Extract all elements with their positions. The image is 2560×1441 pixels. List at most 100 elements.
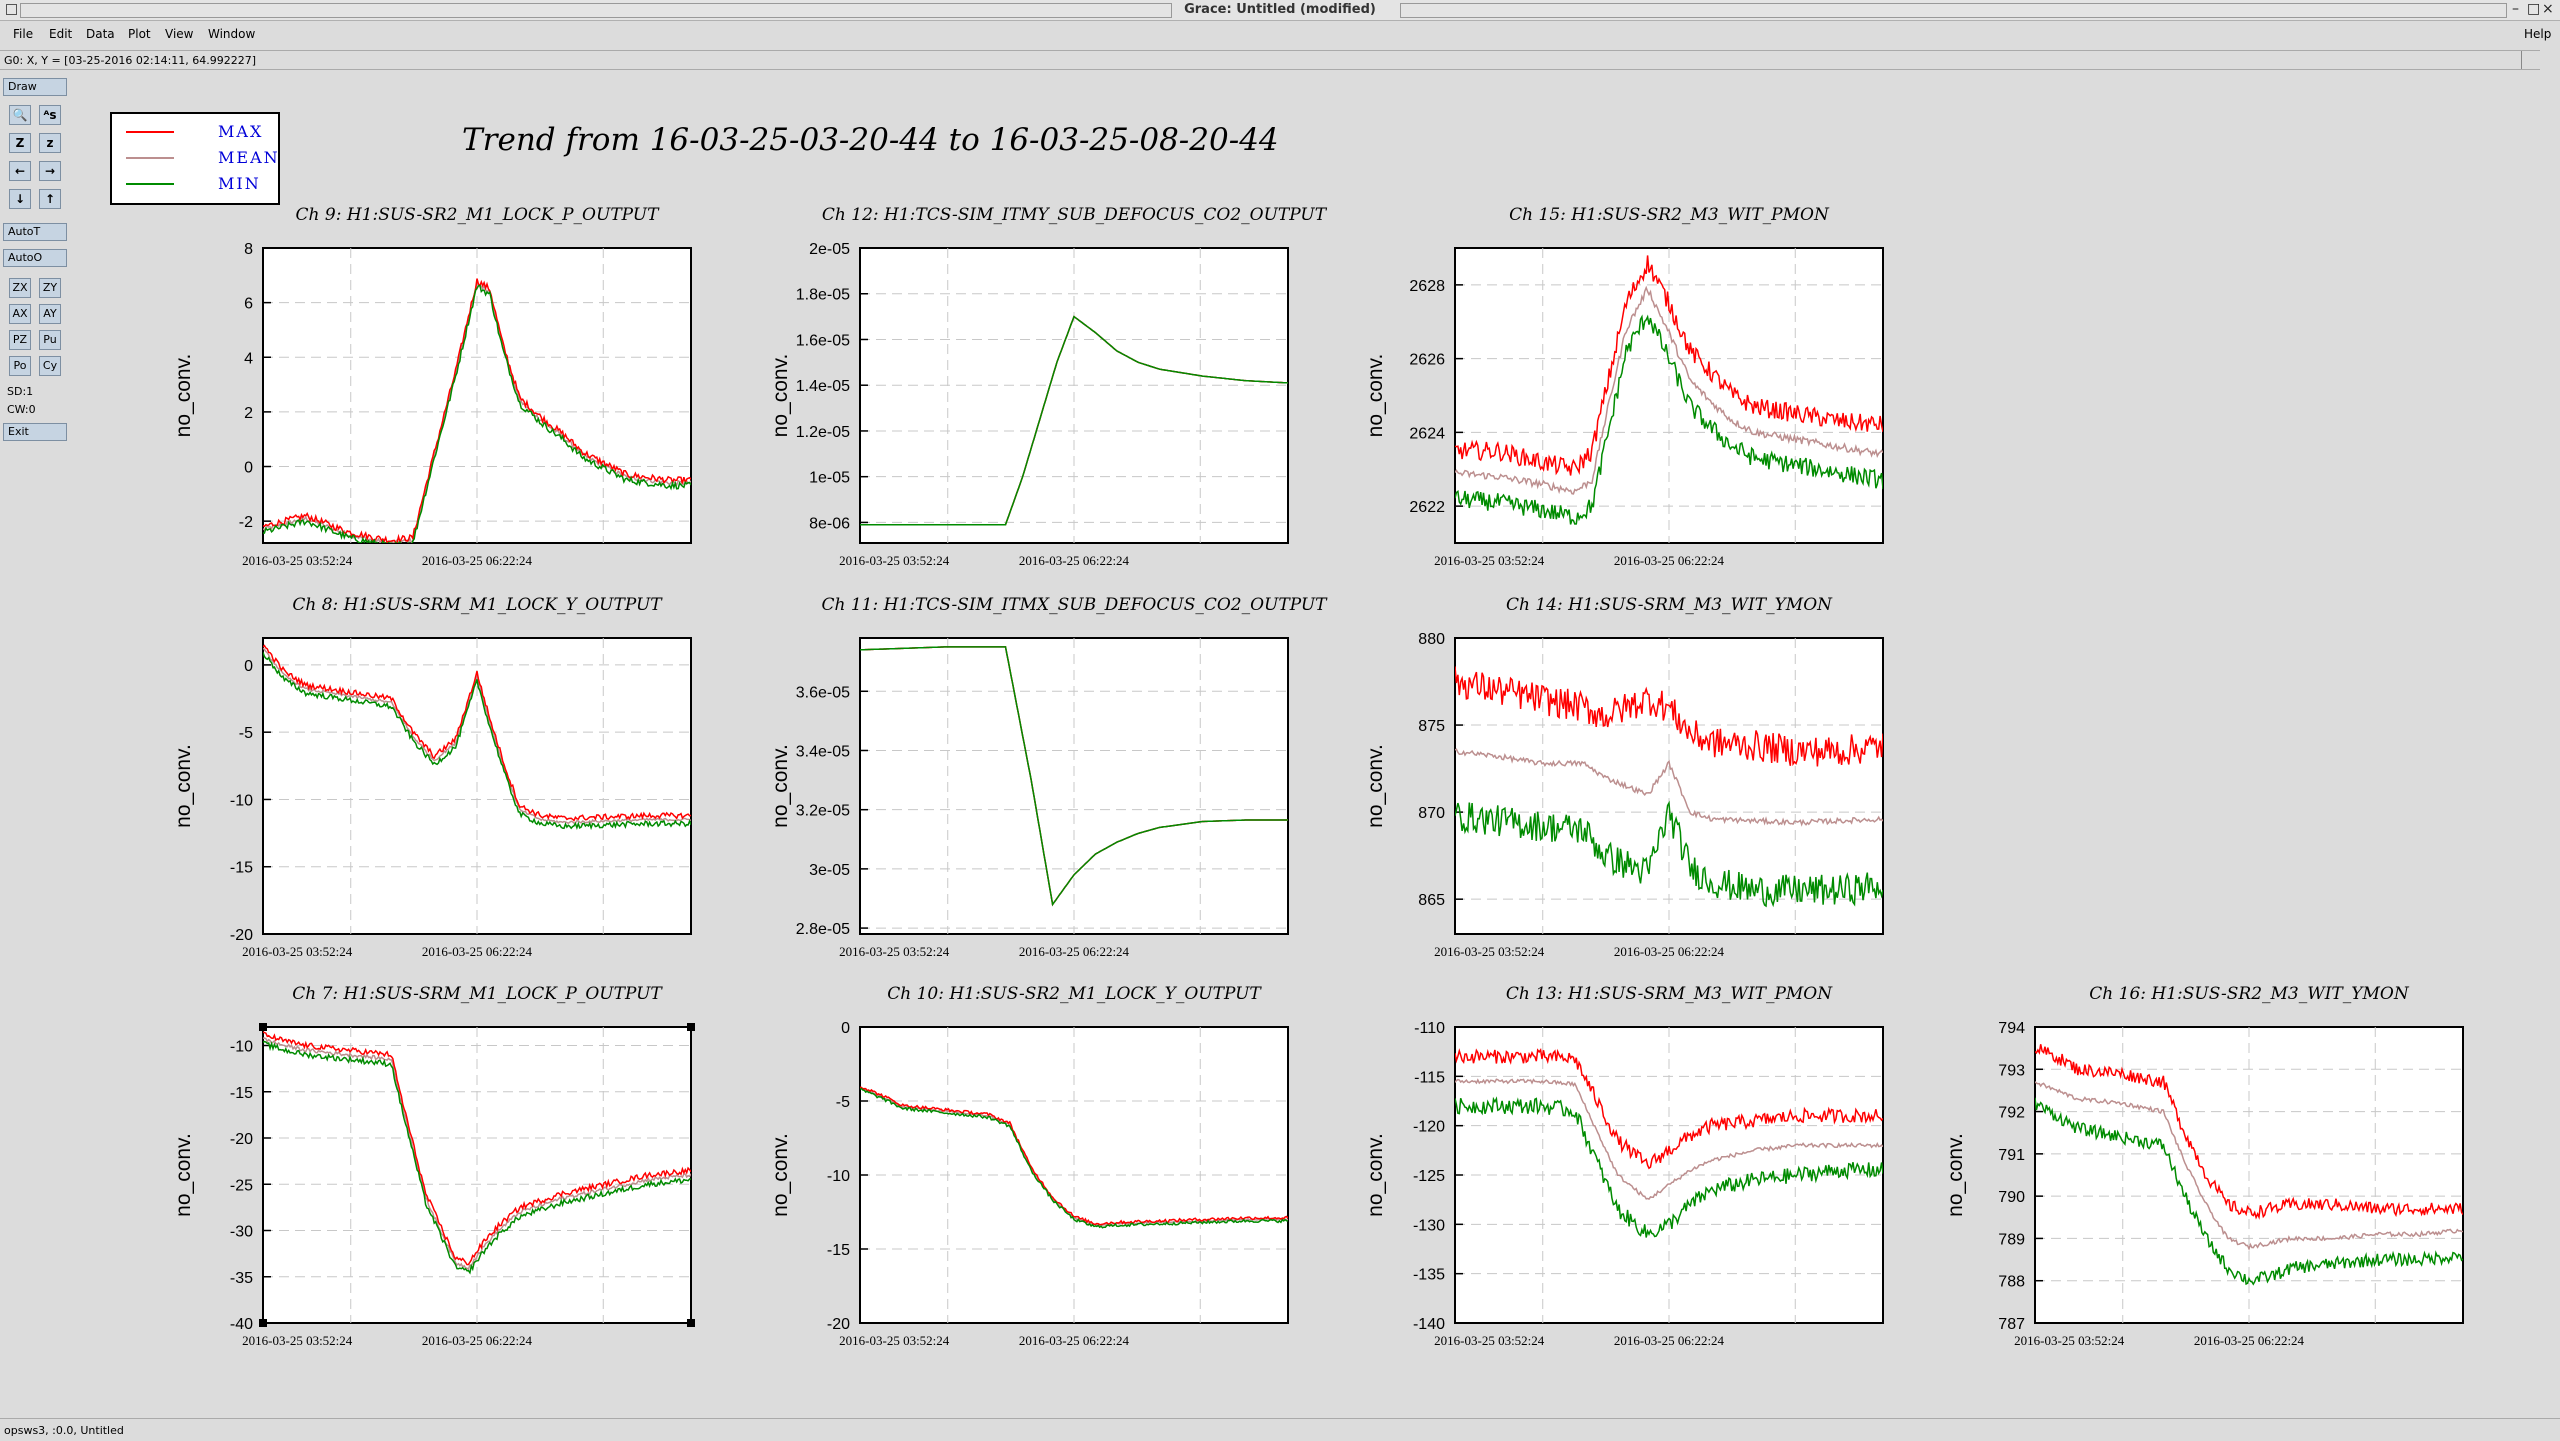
- status-bar: opsws3, :0.0, Untitled: [0, 1418, 2560, 1441]
- graph-2[interactable]: 2e-05 1.8e-05 1.6e-05 1.4e-05 1.2e-05 1e-05 8e…: [769, 205, 1328, 568]
- series-line-min: [263, 284, 691, 543]
- menu-plot[interactable]: Plot: [128, 27, 151, 41]
- locator-edge: [2521, 51, 2540, 69]
- selection-handle[interactable]: [687, 1319, 695, 1327]
- y-tick-label: 793: [1998, 1062, 2025, 1079]
- y-tick-label: 4: [244, 350, 253, 367]
- y-axis-label: no_conv.: [172, 354, 195, 438]
- y-tick-label: 2622: [1409, 499, 1445, 516]
- window-menu-icon[interactable]: [6, 4, 17, 15]
- menu-view[interactable]: View: [165, 27, 194, 41]
- y-tick-label: -5: [836, 1094, 850, 1111]
- y-tick-label: -10: [230, 792, 253, 809]
- y-axis-label: no_conv.: [769, 744, 792, 828]
- y-tick-label: -2: [239, 514, 253, 531]
- toolbar-zx-button[interactable]: ZX: [9, 278, 31, 298]
- y-axis-label: no_conv.: [769, 1133, 792, 1217]
- graph-1[interactable]: 8 6 4 2 0 -2 2016-03-25 03:52:24 2016-03-25 06:…: [172, 205, 692, 568]
- menu-data[interactable]: Data: [86, 27, 115, 41]
- graph-title: Ch 15: H1:SUS-SR2_M3_WIT_PMON: [1509, 205, 1830, 225]
- y-tick-label: -20: [230, 927, 253, 944]
- legend-label-max: MAX: [218, 122, 264, 141]
- graph-5[interactable]: 3.6e-05 3.4e-05 3.2e-05 3e-05 2.8e-05 2016-03…: [769, 595, 1328, 959]
- legend-label-mean: MEAN: [218, 148, 280, 167]
- y-tick-label: 2626: [1409, 352, 1445, 369]
- y-tick-label: 1.6e-05: [796, 332, 850, 349]
- legend[interactable]: MAX MEAN MIN: [110, 112, 280, 205]
- zoom-icon[interactable]: 🔍: [9, 105, 31, 125]
- graph-3[interactable]: 2628 2626 2624 2622 2016-03-25 03:52:24 2016-…: [1364, 205, 1884, 568]
- x-tick-label: 2016-03-25 03:52:24: [1434, 553, 1545, 568]
- y-tick-label: 2e-05: [809, 241, 850, 258]
- close-icon[interactable]: ×: [2542, 1, 2554, 17]
- graph-title: Ch 7: H1:SUS-SRM_M1_LOCK_P_OUTPUT: [292, 984, 663, 1004]
- series-line-mean: [263, 1037, 691, 1271]
- series-line-min: [860, 646, 1288, 907]
- selection-handle[interactable]: [259, 1023, 267, 1031]
- graph-6[interactable]: 880 875 870 865 2016-03-25 03:52:24 2016-03-2…: [1364, 595, 1884, 959]
- autot-button[interactable]: AutoT: [3, 223, 67, 241]
- toolbar-pu-button[interactable]: Pu: [39, 330, 61, 350]
- minimize-icon[interactable]: –: [2512, 1, 2519, 17]
- selection-handle[interactable]: [259, 1319, 267, 1327]
- y-axis-label: no_conv.: [769, 354, 792, 438]
- x-tick-label: 2016-03-25 06:22:24: [1019, 1333, 1130, 1348]
- x-tick-label: 2016-03-25 06:22:24: [1019, 553, 1130, 568]
- arrow-left-icon[interactable]: ←: [9, 161, 31, 181]
- autoo-button[interactable]: AutoO: [3, 249, 67, 267]
- arrow-right-icon[interactable]: →: [39, 161, 61, 181]
- selection-handle[interactable]: [687, 1023, 695, 1031]
- y-tick-label: 2624: [1409, 425, 1445, 442]
- y-tick-label: 790: [1998, 1189, 2025, 1206]
- graph-title: Ch 10: H1:SUS-SR2_M1_LOCK_Y_OUTPUT: [887, 984, 1262, 1004]
- toolbar-pz-button[interactable]: PZ: [9, 330, 31, 350]
- y-tick-label: 3.2e-05: [796, 803, 850, 820]
- series-line-mean: [263, 647, 691, 825]
- y-tick-label: 789: [1998, 1231, 2025, 1248]
- menu-file[interactable]: File: [13, 27, 34, 41]
- menu-help[interactable]: Help: [2524, 27, 2552, 41]
- y-axis-label: no_conv.: [1364, 744, 1387, 828]
- y-tick-label: 8e-06: [809, 515, 850, 532]
- menu-window[interactable]: Window: [208, 27, 256, 41]
- series-line-max: [860, 1086, 1288, 1226]
- legend-item-mean: MEAN: [126, 148, 278, 168]
- titlebar-right-bar: [1400, 3, 2507, 18]
- series-line-max: [1455, 255, 1883, 476]
- arrow-down-icon[interactable]: ↓: [9, 189, 31, 209]
- series-line-min: [1455, 314, 1883, 525]
- exit-button[interactable]: Exit: [3, 423, 67, 441]
- x-tick-label: 2016-03-25 03:52:24: [242, 553, 353, 568]
- y-tick-label: 2: [244, 405, 253, 422]
- toolbar-zy-button[interactable]: ZY: [39, 278, 61, 298]
- zoom-z-icon[interactable]: Z: [9, 133, 31, 153]
- x-tick-label: 2016-03-25 03:52:24: [242, 1333, 353, 1348]
- toolbar-ay-button[interactable]: AY: [39, 304, 61, 324]
- maximize-icon[interactable]: □: [2527, 1, 2541, 17]
- draw-button[interactable]: Draw: [3, 78, 67, 96]
- y-tick-label: 0: [244, 658, 253, 675]
- zoom-z-small-icon[interactable]: z: [39, 133, 61, 153]
- y-tick-label: -20: [827, 1316, 850, 1333]
- toolbar-ax-button[interactable]: AX: [9, 304, 31, 324]
- y-axis-label: no_conv.: [1364, 1133, 1387, 1217]
- toolbar-po-button[interactable]: Po: [9, 356, 31, 376]
- series-line-min: [1455, 1096, 1883, 1238]
- window-titlebar: Grace: Untitled (modified) – □ ×: [0, 0, 2560, 21]
- text-annotate-icon[interactable]: ᴬs: [39, 105, 61, 125]
- menu-edit[interactable]: Edit: [49, 27, 73, 41]
- x-tick-label: 2016-03-25 06:22:24: [1614, 553, 1725, 568]
- series-line-min: [263, 652, 691, 831]
- y-tick-label: 1.2e-05: [796, 424, 850, 441]
- graph-title: Ch 9: H1:SUS-SR2_M1_LOCK_P_OUTPUT: [296, 205, 661, 225]
- y-tick-label: -140: [1413, 1316, 1445, 1333]
- toolbar-cy-button[interactable]: Cy: [39, 356, 61, 376]
- arrow-up-icon[interactable]: ↑: [39, 189, 61, 209]
- y-tick-label: -20: [230, 1131, 253, 1148]
